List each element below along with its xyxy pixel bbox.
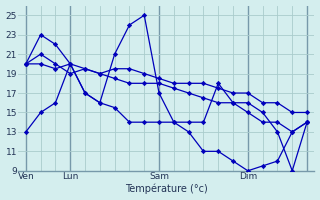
X-axis label: Température (°c): Température (°c) [125, 184, 208, 194]
